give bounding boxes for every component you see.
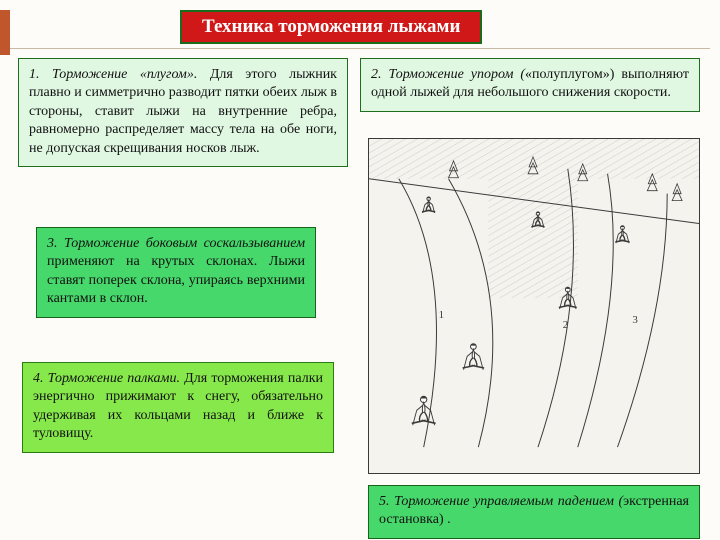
card-lead: 1. Торможение «плугом». [29, 67, 197, 82]
accent-line [10, 48, 710, 49]
svg-text:3: 3 [632, 314, 638, 326]
card-body: применяют на крутых склонах. Лыжи ставят… [47, 254, 305, 306]
svg-text:2: 2 [563, 319, 568, 331]
card-lead: 3. Торможение боковым соскальзыванием [47, 236, 305, 251]
card-lead: 4. Торможение палками. [33, 371, 180, 386]
illustration: 1 2 3 [368, 138, 700, 474]
card-poles: 4. Торможение палками. Для торможения па… [22, 362, 334, 453]
card-plug: 1. Торможение «плугом». Для этого лыжник… [18, 58, 348, 167]
card-fall: 5. Торможение управляемым падением (экст… [368, 485, 700, 539]
card-lead: 2. Торможение упором ( [371, 67, 525, 82]
svg-text:1: 1 [439, 309, 444, 321]
card-sideslip: 3. Торможение боковым соскальзыванием пр… [36, 227, 316, 318]
card-halfplug: 2. Торможение упором («полуплугом») выпо… [360, 58, 700, 112]
skiers-diagram: 1 2 3 [369, 139, 699, 473]
page-title: Техника торможения лыжами [180, 10, 482, 44]
accent-bar [0, 10, 10, 55]
card-lead: 5. Торможение управляемым падением ( [379, 494, 623, 509]
